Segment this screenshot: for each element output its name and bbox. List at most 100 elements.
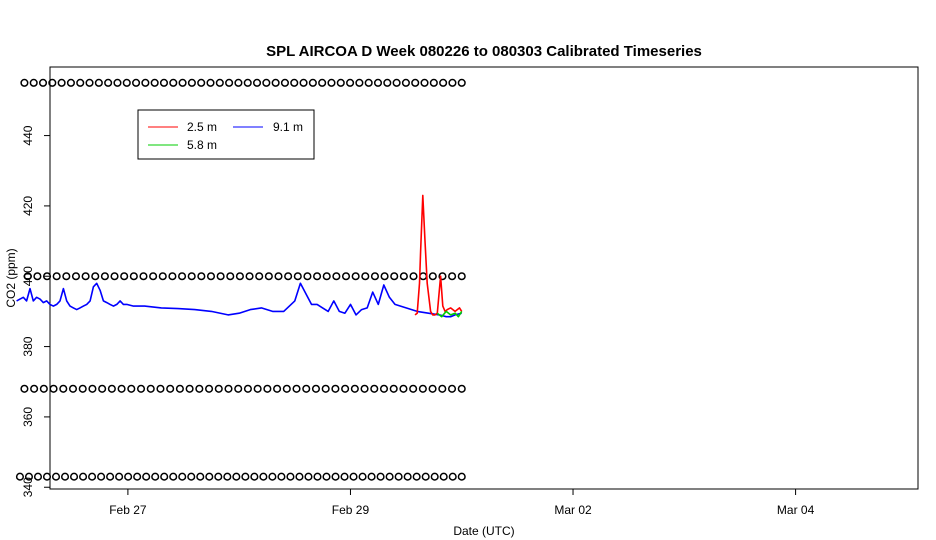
- data-point-marker: [20, 384, 29, 393]
- data-point-marker: [243, 78, 252, 87]
- data-point-marker: [280, 78, 289, 87]
- data-point-marker: [124, 472, 133, 481]
- data-point-marker: [419, 272, 428, 281]
- data-point-marker: [286, 472, 295, 481]
- data-point-marker: [187, 78, 196, 87]
- x-axis-label: Date (UTC): [453, 524, 514, 538]
- data-point-marker: [29, 78, 38, 87]
- data-point-marker: [245, 272, 254, 281]
- data-point-marker: [57, 78, 66, 87]
- data-point-marker: [401, 78, 410, 87]
- data-point-marker: [187, 272, 196, 281]
- data-point-marker: [392, 78, 401, 87]
- data-point-marker: [159, 78, 169, 87]
- data-point-marker: [81, 272, 90, 281]
- data-point-marker: [33, 272, 42, 281]
- data-point-marker: [252, 78, 262, 87]
- y-tick-label: 340: [21, 477, 35, 497]
- data-point-marker: [394, 472, 403, 481]
- data-point-marker: [160, 472, 169, 481]
- legend-box: [137, 109, 315, 160]
- data-point-marker: [385, 472, 394, 481]
- data-point-marker: [129, 272, 138, 281]
- data-point-marker: [358, 472, 367, 481]
- data-point-marker: [322, 272, 331, 281]
- data-point-marker: [457, 472, 466, 481]
- data-point-marker: [253, 384, 262, 393]
- data-point-marker: [263, 384, 272, 393]
- series-lines: [16, 194, 463, 318]
- data-point-marker: [389, 384, 398, 393]
- data-point-marker: [42, 472, 52, 481]
- data-point-marker: [133, 472, 142, 481]
- data-point-marker: [399, 272, 408, 281]
- data-point-marker: [341, 384, 350, 393]
- data-point-marker: [107, 384, 116, 393]
- data-point-marker: [60, 472, 70, 481]
- data-point-marker: [169, 472, 178, 481]
- data-point-marker: [428, 384, 437, 393]
- data-point-marker: [331, 472, 340, 481]
- data-point-marker: [351, 272, 360, 281]
- data-point-marker: [234, 78, 243, 87]
- data-point-marker: [33, 472, 43, 481]
- y-tick-label: 440: [21, 125, 35, 145]
- data-point-marker: [364, 78, 373, 87]
- data-point-marker: [169, 78, 178, 87]
- data-point-marker: [132, 78, 141, 87]
- data-point-marker: [234, 384, 243, 393]
- data-point-marker: [421, 472, 430, 481]
- data-point-marker: [185, 384, 194, 393]
- y-tick-label: 420: [21, 196, 35, 216]
- data-point-marker: [403, 472, 412, 481]
- y-tick-label: 400: [21, 266, 35, 286]
- x-tick-label: Mar 04: [777, 503, 815, 517]
- data-point-marker: [215, 78, 224, 87]
- data-point-marker: [418, 384, 427, 393]
- data-point-marker: [206, 78, 215, 87]
- data-point-marker: [20, 78, 29, 87]
- data-point-marker: [70, 472, 79, 481]
- data-point-marker: [168, 272, 177, 281]
- data-point-marker: [448, 272, 457, 281]
- data-point-marker: [311, 384, 321, 393]
- data-point-marker: [331, 384, 340, 393]
- data-point-marker: [349, 472, 358, 481]
- data-point-marker: [409, 384, 418, 393]
- data-point-marker: [448, 472, 457, 481]
- data-point-marker: [376, 472, 385, 481]
- data-point-marker: [197, 272, 206, 281]
- data-point-marker: [225, 78, 234, 87]
- data-point-marker: [48, 78, 57, 87]
- data-point-marker: [457, 384, 466, 393]
- data-point-marker: [15, 472, 25, 481]
- data-point-marker: [117, 384, 126, 393]
- data-point-marker: [91, 272, 100, 281]
- data-point-marker: [439, 78, 448, 87]
- data-point-marker: [303, 272, 312, 281]
- data-point-marker: [439, 472, 448, 481]
- data-point-marker: [232, 472, 241, 481]
- data-point-marker: [268, 472, 277, 481]
- data-point-marker: [457, 78, 466, 87]
- data-point-marker: [264, 272, 273, 281]
- data-point-marker: [429, 78, 438, 87]
- data-point-marker: [259, 472, 268, 481]
- data-point-marker: [367, 472, 376, 481]
- data-point-marker: [448, 78, 457, 87]
- data-point-marker: [226, 272, 235, 281]
- data-point-marker: [438, 384, 447, 393]
- data-point-marker: [447, 384, 457, 393]
- data-point-marker: [71, 272, 81, 281]
- data-point-marker: [122, 78, 131, 87]
- data-point-marker: [216, 272, 225, 281]
- data-point-marker: [241, 472, 250, 481]
- data-point-marker: [224, 384, 233, 393]
- data-point-marker: [308, 78, 317, 87]
- data-point-marker: [88, 472, 97, 481]
- data-point-marker: [438, 272, 447, 281]
- data-point-marker: [327, 78, 336, 87]
- data-point-marker: [383, 78, 392, 87]
- data-point-marker: [151, 472, 160, 481]
- data-point-marker: [79, 472, 88, 481]
